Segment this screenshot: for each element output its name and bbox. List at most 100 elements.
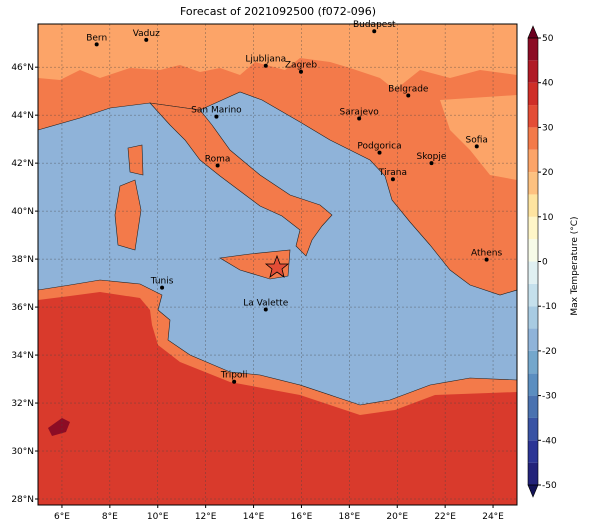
hot-spot [48,418,70,436]
x-tick-label: 10°E [147,512,169,522]
map-frame [37,23,518,506]
colorbar-level [528,373,538,396]
map-title: Forecast of 2021092500 (f072-096) [180,5,376,18]
city-dot [298,69,303,74]
city-label: Vaduz [133,29,160,39]
city-label: La Valette [243,298,288,308]
colorbar-level [528,127,538,150]
colorbar-level [528,395,538,418]
city-dot [263,307,268,312]
x-tick-label: 12°E [195,512,217,522]
y-tick-label: 46°N [11,63,34,73]
city-label: Budapest [353,20,396,30]
y-tick-label: 42°N [11,159,34,169]
colorbar-level [528,283,538,307]
city-label: Bern [86,33,107,43]
colorbar-tick-label: -50 [542,481,557,491]
colorbar-level [528,306,538,329]
star-marker [264,254,290,278]
x-tick-label: 18°E [339,512,361,522]
colorbar-level [528,149,538,173]
colorbar-tick-label: 40 [542,79,554,89]
city-dot [357,116,362,121]
colorbar-tick-label: 0 [542,258,548,268]
x-tick-label: 14°E [243,512,265,522]
colorbar-tick-label: -10 [542,302,557,312]
x-tick-label: 24°E [482,512,504,522]
colorbar-level [528,216,538,240]
city-label: Skopje [417,152,447,162]
italy [149,102,333,257]
colorbar-tick-label: -30 [542,392,557,402]
city-label: Athens [471,249,502,259]
axis-ticks: 6°E 8°E 10°E 12°E 14°E 16°E 18°E 20°E 22°E 24°E 28… [11,63,504,522]
city-dot [484,257,489,262]
colorbar-level [528,462,538,485]
x-tick-label: 6°E [54,512,70,522]
corsica [127,144,144,176]
colorbar-under [527,484,539,498]
colorbar-level [528,261,538,284]
colorbar-level [528,239,538,262]
colorbar-tick-label: -20 [542,347,557,357]
city-dot [214,114,219,119]
grid [38,24,517,505]
city-label: Podgorica [357,142,401,152]
colorbar-level [528,172,538,195]
y-tick-label: 30°N [11,447,34,457]
y-tick-label: 28°N [11,495,34,505]
colorbar-tick-label: 10 [542,213,554,223]
colorbar-level [528,38,538,61]
x-tick-label: 20°E [386,512,408,522]
colorbar-tick-label: 30 [542,123,554,133]
city-dot [474,144,479,149]
sardinia [114,179,142,251]
city-label: Tirana [378,168,407,178]
colorbar-level [528,440,538,463]
city-dot [390,177,395,182]
city-dot [263,63,268,68]
city-label: Ljubljana [245,55,286,65]
city-label: Tripoli [220,371,248,381]
y-tick-label: 34°N [11,351,34,361]
colorbar-label: Max Temperature (°C) [570,216,580,315]
city-dot [429,161,434,166]
y-tick-label: 38°N [11,255,34,265]
colorbar-level [528,328,538,351]
colorbar-level [528,105,538,128]
y-tick-label: 36°N [11,303,34,313]
city-dot [94,42,99,47]
colorbar-over [527,25,539,39]
colorbar-level [528,350,538,374]
x-tick-label: 16°E [291,512,313,522]
colorbar-tick-label: -40 [542,436,557,446]
city-dot [406,93,411,98]
city-dot [377,150,382,155]
city-label: Zagreb [285,61,317,71]
x-tick-label: 22°E [434,512,456,522]
city-label: Roma [205,155,231,165]
y-tick-label: 40°N [11,207,34,217]
city-label: Sofia [466,135,488,145]
city-dot [160,285,165,290]
city-dot [144,37,149,42]
y-tick-label: 44°N [11,111,34,121]
city-label: Sarajevo [340,108,380,118]
colorbar-level [528,417,538,441]
colorbar-level [528,60,538,83]
city-dot [372,29,377,34]
colorbar-tick-label: 20 [542,168,554,178]
city-label: Tunis [150,277,174,287]
colorbar-level [528,194,538,217]
land-mild [440,95,517,180]
city-label: San Marino [191,106,242,116]
y-tick-label: 32°N [11,399,34,409]
x-tick-label: 8°E [102,512,118,522]
city-label: Belgrade [388,84,429,94]
colorbar: -50 -40 -30 -20 -10 0 10 20 30 40 50 [527,25,557,498]
colorbar-tick-label: 50 [542,34,554,44]
city-dot [215,163,220,168]
colorbar-level [528,82,538,106]
